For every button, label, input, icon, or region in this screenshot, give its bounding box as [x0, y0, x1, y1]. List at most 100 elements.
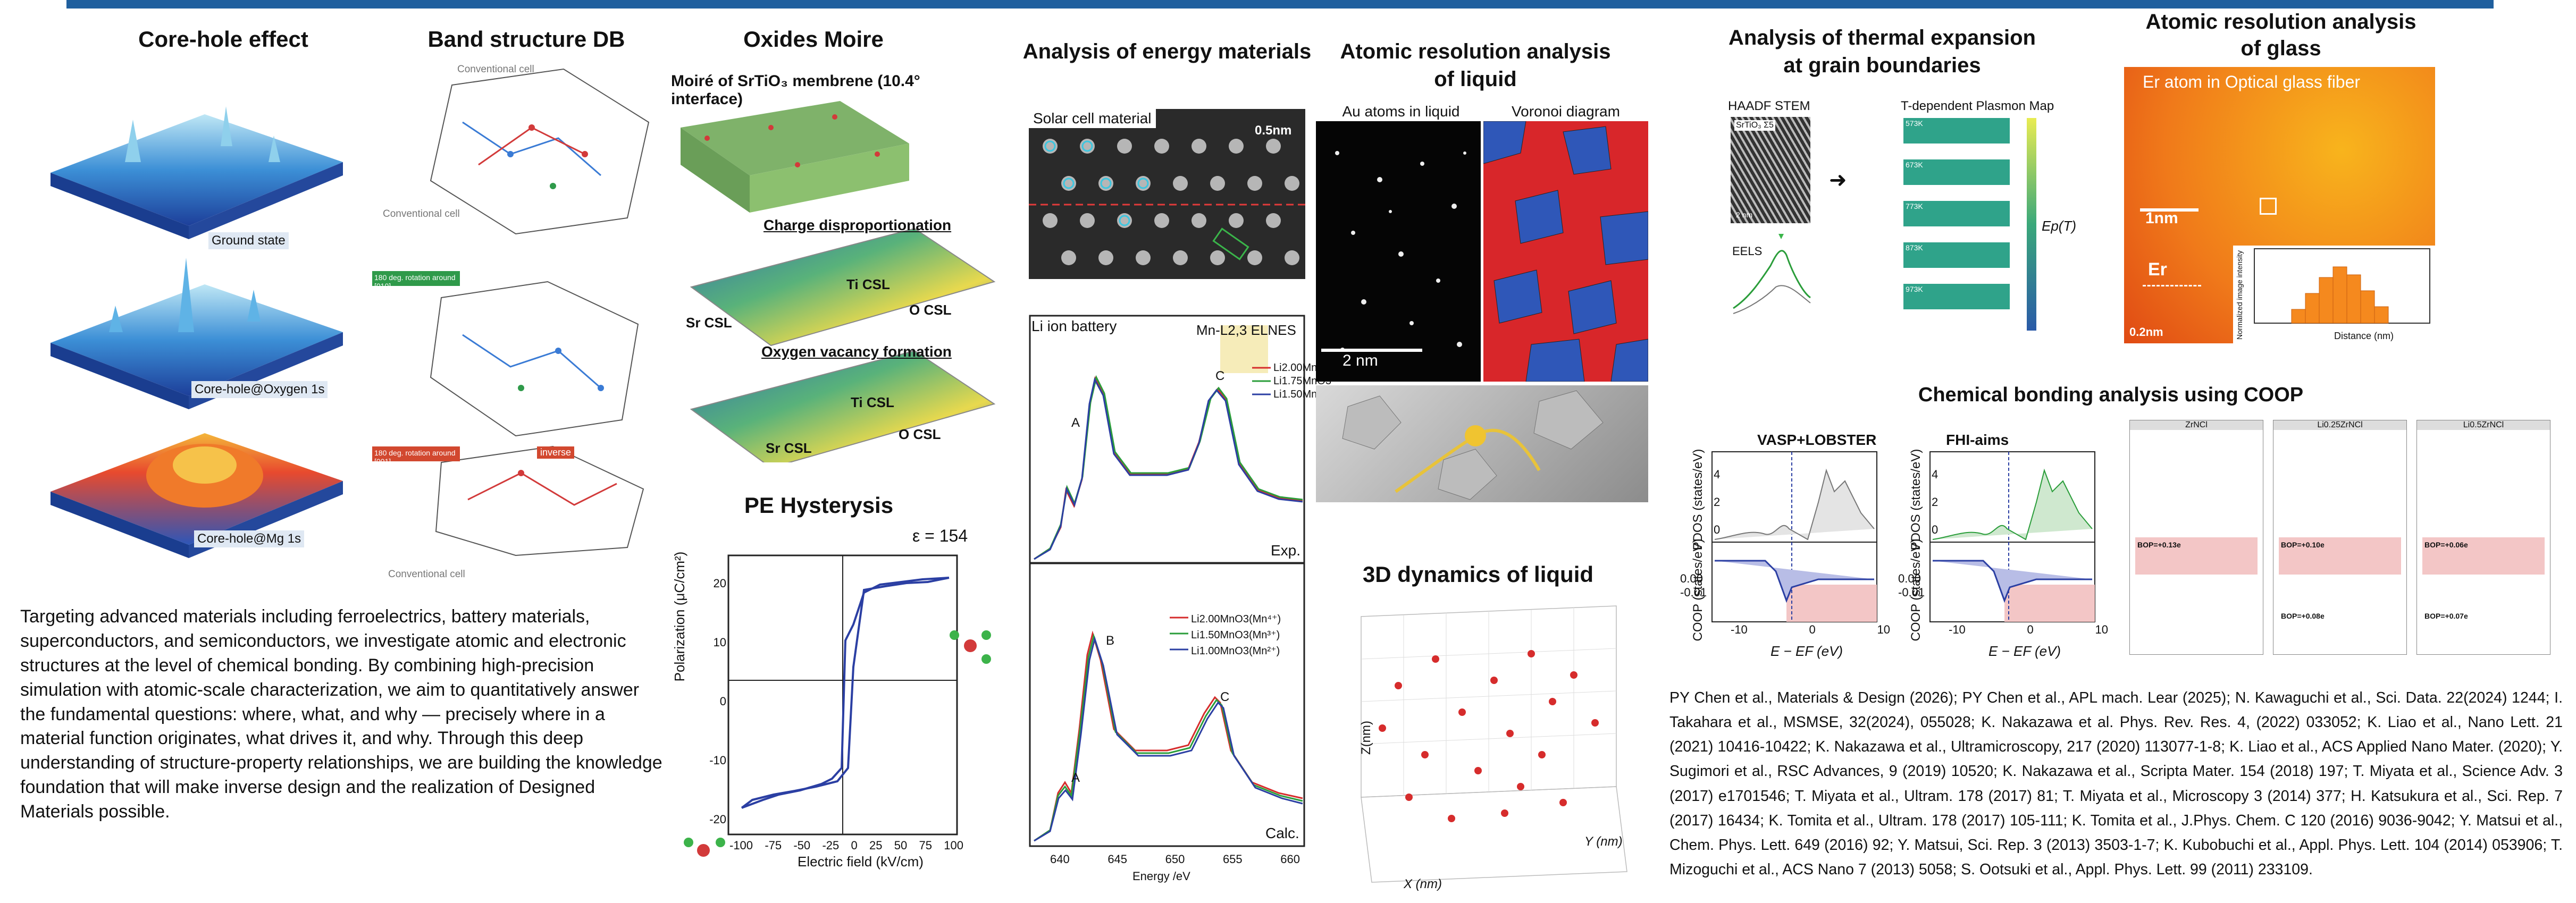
band-figure: [372, 68, 650, 556]
glass-title-line2: of glass: [2241, 37, 2321, 60]
peak-c-top: C: [1215, 369, 1225, 383]
peak-a-top: A: [1071, 416, 1080, 430]
corehole-title: Core-hole effect: [138, 27, 308, 52]
pe-xticks: -100 -75 -50 -25 0 25 50 75 100: [729, 839, 963, 852]
coop-yticks-bottom-2: 0.00 -0.01: [1898, 572, 1925, 599]
voronoi-label: Voronoi diagram: [1512, 103, 1620, 120]
charge-disproportionation-label: Charge disproportionation: [763, 217, 952, 233]
calc-label: Calc.: [1265, 825, 1299, 841]
liquid-title-line2: of liquid: [1434, 67, 1517, 91]
solar-cell-scale: 0.5nm: [1255, 123, 1292, 138]
band-conv-cell-1: Conventional cell: [457, 64, 534, 75]
voronoi-image: [1483, 121, 1648, 382]
moire-figure: [681, 101, 996, 462]
coop-plots: [1711, 451, 2095, 622]
srtio-label: SrTiO₃ Σ5: [1734, 120, 1775, 131]
references-text: PY Chen et al., Materials & Design (2026…: [1669, 689, 2563, 879]
coop-yticks-bottom-1: 0.00 -0.01: [1680, 572, 1707, 599]
haadf-scale: 2 nm: [1736, 210, 1753, 219]
coop-sub-vasp: VASP+LOBSTER: [1757, 432, 1877, 448]
peak-c-bottom: C: [1220, 690, 1230, 704]
coop-xlabel-2: E − EF (eV): [1988, 643, 2061, 659]
peak-b-bottom: B: [1106, 634, 1115, 648]
o-csl-1: O CSL: [909, 302, 952, 318]
plasmon-maps: 573K 673K 773K 873K 973K: [1903, 118, 2010, 309]
pe-title: PE Hysterysis: [744, 493, 894, 518]
description-text: Targeting advanced materials including f…: [20, 606, 662, 822]
oxygen-vacancy-label: Oxygen vacancy formation: [761, 343, 952, 360]
corehole-oxygen-label: Core-hole@Oxygen 1s: [191, 381, 328, 398]
glass-image-label: Er atom in Optical glass fiber: [2143, 72, 2361, 91]
glass-scale-2: 0.2nm: [2129, 325, 2163, 339]
pe-upper-branch: [741, 577, 950, 809]
au-atoms-label: Au atoms in liquid: [1342, 103, 1460, 120]
thermal-title-line2: at grain boundaries: [1783, 54, 1981, 77]
pe-ylabel: Polarization (μC/cm²): [672, 551, 687, 682]
coop-xticks-2: -10 0 10: [1949, 623, 2108, 636]
ep-label: Ep(T): [2042, 218, 2076, 234]
exp-label: Exp.: [1271, 542, 1301, 559]
glass-histogram: [2233, 246, 2435, 343]
elnes-figure: [1029, 315, 1305, 847]
elnes-xticks: 640 645 650 655 660: [1050, 853, 1300, 866]
sr-csl-2: Sr CSL: [766, 440, 812, 456]
glass-scale-bar: [2140, 208, 2199, 212]
moire-subtitle: Moiré of SrTiO₃ membrene (10.4° interfac…: [671, 72, 920, 108]
glass-er-label: Er: [2148, 259, 2167, 280]
glass-title-line1: Atomic resolution analysis: [2145, 10, 2416, 33]
glass-dashed-line: [2143, 285, 2201, 286]
glass-roi-box: [2260, 198, 2277, 215]
liquid-title-line1: Atomic resolution analysis: [1340, 40, 1611, 63]
haadf-label: HAADF STEM: [1728, 99, 1810, 113]
thermal-arrow: ➜: [1829, 168, 1847, 192]
sr-csl-1: Sr CSL: [686, 315, 732, 331]
coop-small-panels: ZrNCl BOP=+0.13e Li0.25ZrNCl BOP=+0.10e …: [2129, 420, 2560, 675]
ti-csl-2: Ti CSL: [851, 394, 894, 410]
energy-title: Analysis of energy materials: [1022, 40, 1312, 63]
eels-figure: [1733, 234, 1811, 314]
dynamics-xlabel: X (nm): [1404, 877, 1442, 891]
band-conv-cell-2: Conventional cell: [383, 208, 460, 220]
band-rotation-001: 180 deg. rotation around [001]: [374, 449, 456, 466]
band-title: Band structure DB: [427, 27, 625, 52]
moire-title: Oxides Moire: [743, 27, 884, 52]
dynamics-figure: [1361, 605, 1627, 883]
dynamics-zlabel: Z(nm): [1359, 721, 1373, 755]
solar-cell-image: [1029, 109, 1305, 279]
liquid-scale-label: 2 nm: [1342, 352, 1378, 369]
corehole-mg-label: Core-hole@Mg 1s: [194, 530, 305, 547]
glass-hist-xlabel: Distance (nm): [2334, 331, 2394, 341]
eels-label: EELS: [1732, 244, 1763, 258]
pe-lower-branch: [741, 577, 950, 809]
o-csl-2: O CSL: [899, 426, 941, 442]
top-accent-bar: [66, 0, 2494, 9]
pe-figure: [684, 554, 991, 857]
pe-xlabel: Electric field (kV/cm): [798, 854, 924, 870]
glass-hist-ylabel: Normalized image intensity: [2235, 250, 2244, 340]
au-atoms-image: [1316, 121, 1481, 382]
liquid-scale-bar: [1321, 349, 1422, 352]
battery-label: Li ion battery: [1031, 318, 1117, 334]
ep-colorbar: [2027, 118, 2036, 331]
pe-epsilon: ε = 154: [912, 526, 968, 545]
ground-state-label: Ground state: [208, 232, 289, 249]
elnes-xlabel: Energy /eV: [1132, 870, 1190, 883]
elnes-label: Mn-L2,3 ELNES: [1196, 322, 1296, 338]
dynamics-ylabel: Y (nm): [1584, 834, 1623, 849]
plasmon-label: T-dependent Plasmon Map: [1901, 99, 2054, 113]
solar-cell-label: Solar cell material: [1029, 109, 1156, 128]
dynamics-title: 3D dynamics of liquid: [1362, 562, 1594, 587]
glass-scale-1: 1nm: [2145, 209, 2178, 227]
band-rotation-010: 180 deg. rotation around [010]: [374, 273, 456, 290]
elnes-legend-bottom: Li2.00MnO3(Mn⁴⁺) Li1.50MnO3(Mn³⁺) Li1.00Mn…: [1191, 613, 1281, 657]
band-conv-cell-3: Conventional cell: [388, 569, 465, 580]
ti-csl-1: Ti CSL: [846, 276, 890, 292]
thermal-title-line1: Analysis of thermal expansion: [1728, 26, 2036, 49]
coop-title: Chemical bonding analysis using COOP: [1918, 384, 2304, 406]
band-inverse-tag: inverse: [537, 446, 575, 459]
coop-xlabel-1: E − EF (eV): [1771, 643, 1843, 659]
coop-sub-fhi: FHI-aims: [1946, 432, 2009, 448]
corehole-figure: [51, 106, 343, 558]
liquid-3d-render: [1316, 385, 1648, 502]
